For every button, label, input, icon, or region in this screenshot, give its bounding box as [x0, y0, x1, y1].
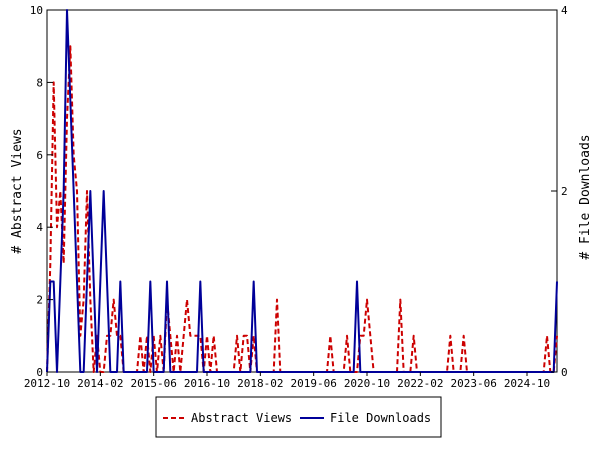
x-tick-label: 2012-10 — [24, 377, 70, 390]
x-tick-label: 2019-06 — [290, 377, 336, 390]
x-axis-ticks: 2012-10 2014-02 2015-06 2016-10 2018-02 2019-… — [24, 372, 550, 390]
series-line-file-downloads — [46, 9, 558, 373]
left-tick-label: 6 — [36, 149, 43, 162]
right-axis-ticks: 0 2 4 — [551, 4, 568, 379]
left-axis-ticks: 0 2 4 6 8 10 — [30, 4, 53, 379]
left-tick-label: 0 — [36, 366, 43, 379]
plot-area — [46, 9, 558, 373]
legend-label-file-downloads: File Downloads — [330, 411, 431, 425]
legend-label-abstract-views: Abstract Views — [191, 411, 292, 425]
legend: Abstract Views File Downloads — [155, 396, 442, 438]
x-tick-label: 2016-10 — [184, 377, 230, 390]
legend-box — [155, 396, 442, 438]
series-layer — [46, 9, 558, 373]
right-tick-label: 0 — [561, 366, 568, 379]
right-tick-label: 4 — [561, 4, 568, 17]
left-tick-label: 8 — [36, 76, 43, 89]
x-tick-label: 2014-02 — [77, 377, 123, 390]
x-tick-label: 2018-02 — [237, 377, 283, 390]
left-tick-label: 2 — [36, 294, 43, 307]
x-tick-label: 2023-06 — [450, 377, 496, 390]
x-tick-label: 2020-10 — [344, 377, 390, 390]
x-tick-label: 2024-10 — [504, 377, 550, 390]
right-axis-title: # File Downloads — [578, 134, 593, 259]
left-axis-title: # Abstract Views — [10, 128, 25, 253]
left-tick-label: 10 — [30, 4, 43, 17]
left-tick-label: 4 — [36, 221, 43, 234]
right-tick-label: 2 — [561, 185, 568, 198]
x-tick-label: 2015-06 — [130, 377, 176, 390]
x-tick-label: 2022-02 — [397, 377, 443, 390]
